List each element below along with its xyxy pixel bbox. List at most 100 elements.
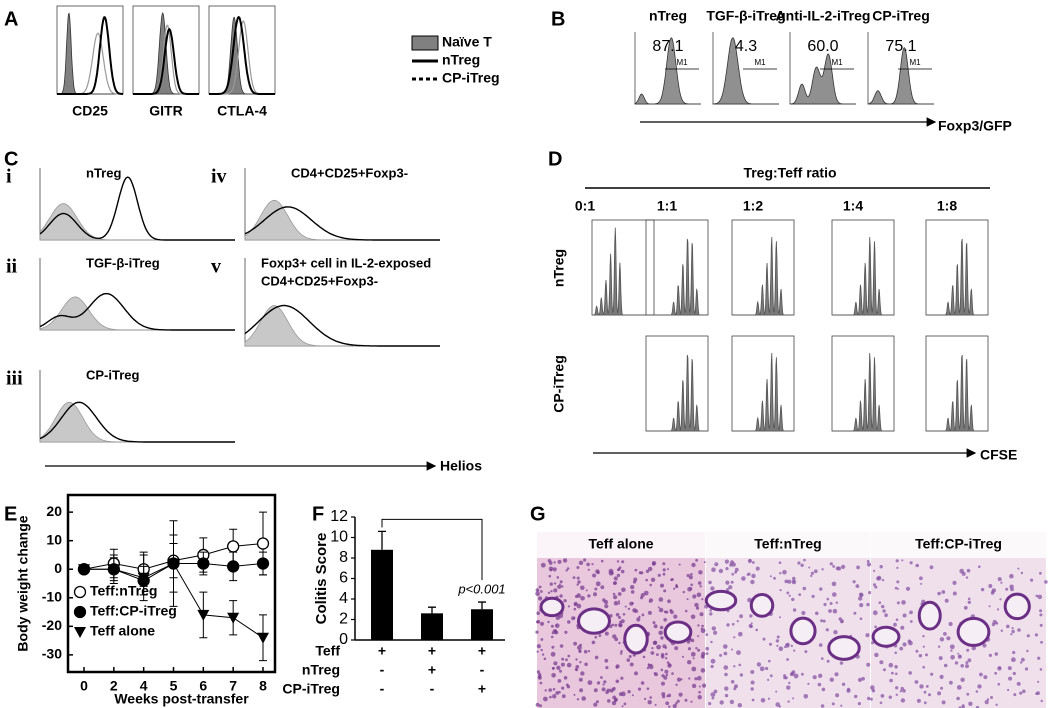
cell — [994, 671, 998, 675]
cell — [949, 644, 955, 650]
cell — [620, 569, 625, 574]
histogram — [832, 352, 894, 432]
label: -20 — [42, 617, 62, 633]
cell — [594, 587, 598, 591]
cell — [632, 580, 637, 584]
cell — [666, 695, 669, 698]
label: 4 — [339, 590, 348, 607]
histogram — [57, 16, 123, 95]
cell — [900, 625, 905, 630]
cell — [769, 674, 773, 678]
cell — [574, 595, 578, 598]
cell — [867, 696, 871, 701]
cell — [702, 683, 707, 688]
cell — [581, 696, 586, 701]
cell — [916, 698, 921, 703]
cell — [617, 600, 621, 603]
cell — [798, 593, 802, 596]
histogram — [732, 352, 794, 432]
cell — [682, 590, 685, 594]
cell — [888, 662, 894, 668]
cell — [540, 562, 546, 568]
cell — [675, 585, 679, 589]
cell — [840, 620, 843, 624]
cell — [663, 610, 667, 614]
cell — [684, 698, 688, 702]
cell — [919, 576, 923, 581]
cell — [612, 695, 617, 700]
cell — [988, 605, 991, 608]
cell — [1016, 681, 1021, 686]
histogram — [244, 199, 440, 241]
cell — [859, 593, 864, 597]
histogram — [926, 238, 988, 316]
cell — [667, 599, 671, 604]
cell — [1039, 623, 1043, 627]
label: D — [548, 148, 562, 170]
cell — [636, 617, 641, 622]
cell — [615, 664, 620, 669]
label: CTLA-4 — [217, 103, 267, 119]
cell — [662, 568, 666, 572]
cell — [1020, 571, 1024, 575]
cell — [775, 690, 778, 693]
label: TGF-β-iTreg — [706, 8, 785, 24]
cell — [894, 665, 898, 669]
histogram — [209, 15, 275, 95]
cell — [784, 579, 789, 584]
cell — [884, 613, 888, 617]
cell — [831, 581, 837, 587]
label: 1:2 — [743, 198, 763, 214]
cell — [769, 575, 772, 578]
cell — [535, 702, 540, 707]
cell — [967, 600, 971, 604]
cell — [915, 563, 919, 568]
title-band — [537, 532, 705, 558]
cell — [661, 681, 665, 686]
cell — [778, 646, 784, 652]
cell — [613, 600, 619, 606]
cell — [664, 646, 668, 649]
cell — [697, 581, 702, 585]
cell — [791, 597, 795, 602]
label: 7 — [229, 678, 237, 694]
cell — [895, 618, 899, 621]
cell — [577, 645, 582, 651]
cell — [866, 562, 872, 567]
cell — [708, 580, 712, 585]
cell — [1040, 640, 1043, 644]
legend-marker — [73, 585, 87, 599]
cell — [820, 704, 825, 708]
cell — [596, 681, 601, 685]
cell — [562, 558, 568, 563]
cell — [977, 684, 982, 689]
label: Teff — [315, 643, 340, 659]
cell — [922, 635, 925, 638]
cell — [688, 575, 693, 580]
cell — [536, 620, 539, 624]
point — [256, 537, 270, 550]
cell — [756, 662, 762, 667]
cell — [634, 671, 638, 676]
cell — [986, 698, 990, 701]
cell — [654, 703, 657, 706]
cell — [784, 645, 787, 649]
error-bar — [428, 606, 436, 614]
cell — [651, 647, 654, 650]
cell — [553, 588, 558, 593]
cell — [793, 649, 796, 652]
cell — [678, 563, 681, 566]
cell — [574, 668, 578, 671]
cell — [653, 624, 658, 629]
cell — [656, 653, 659, 656]
cell — [539, 704, 542, 708]
cell — [859, 603, 864, 608]
cell — [900, 698, 906, 703]
cell — [826, 597, 830, 601]
cell — [547, 591, 551, 594]
cell — [687, 647, 692, 651]
cell — [576, 566, 580, 569]
histogram — [39, 292, 235, 331]
cell — [870, 697, 873, 701]
cell — [779, 589, 782, 592]
